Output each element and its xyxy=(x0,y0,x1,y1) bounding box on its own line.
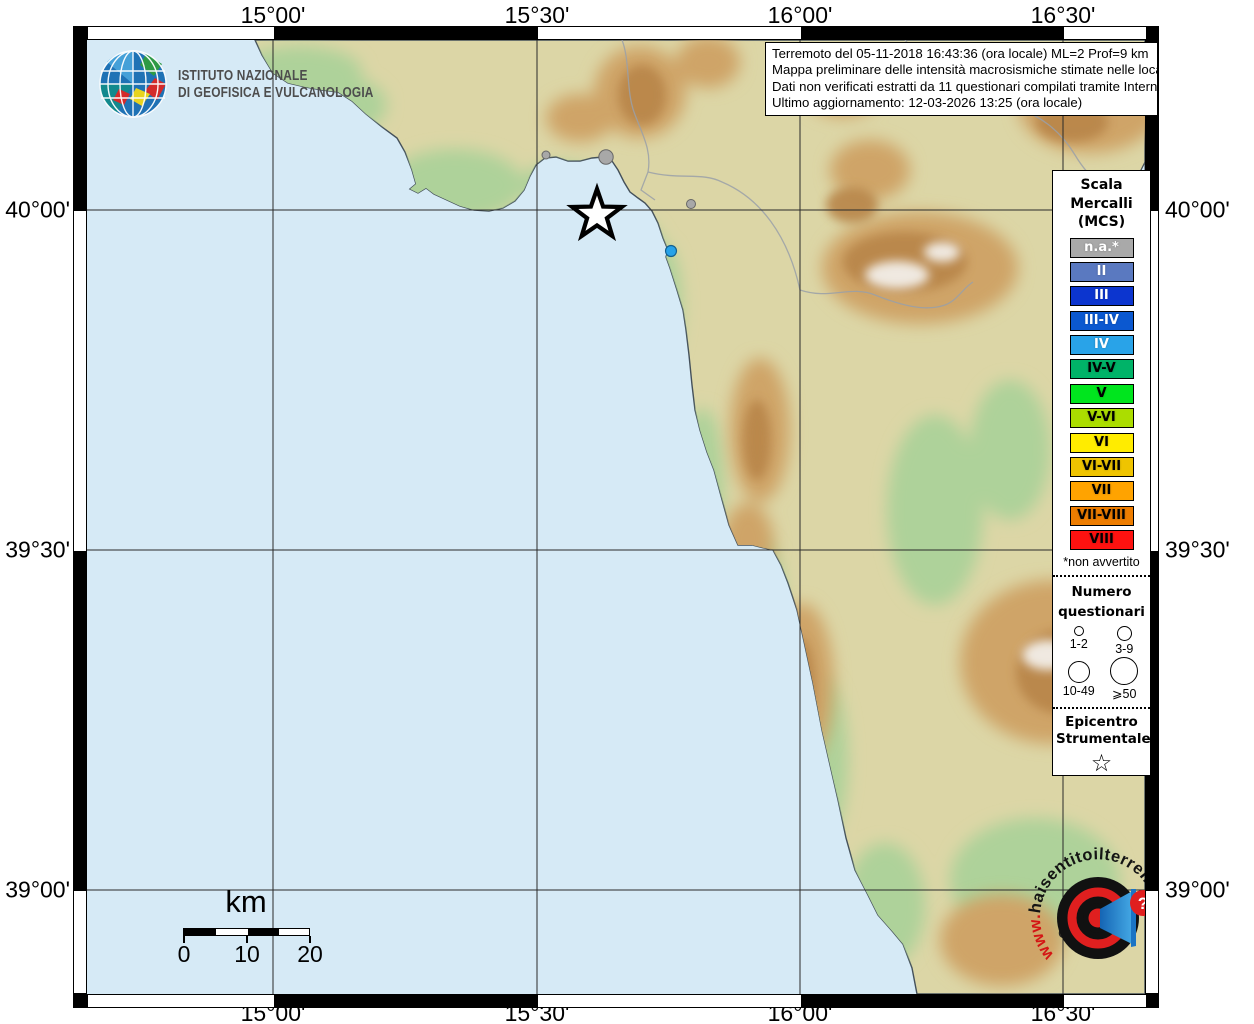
ingv-globe-icon xyxy=(99,50,167,118)
intensity-swatch: VI xyxy=(1069,432,1134,453)
scalebar-tick xyxy=(309,936,311,943)
scalebar-unit: km xyxy=(225,884,267,919)
locality-dot-intensity-iv xyxy=(664,244,678,258)
question-mark: ? xyxy=(1138,894,1145,913)
scalebar-number: 0 xyxy=(177,941,191,967)
size-circle-10-49 xyxy=(1067,660,1090,683)
question-badge-icon xyxy=(1130,890,1145,916)
intensity-swatch: V xyxy=(1069,383,1134,404)
locality-dot-na xyxy=(541,150,551,160)
info-line-data: Dati non verificati estratti da 11 quest… xyxy=(772,78,1158,94)
locality-dot-na xyxy=(686,199,696,209)
axis-label-lat: 40°00' xyxy=(5,196,70,223)
megaphone-icon xyxy=(1100,889,1136,946)
map-frame-bottom xyxy=(73,994,1159,1008)
axis-label-lat: 39°30' xyxy=(5,536,70,563)
size-circle-50plus xyxy=(1110,656,1139,685)
axis-label-lon: 16°00' xyxy=(767,2,833,28)
ingv-logo: ISTITUTO NAZIONALE DI GEOFISICA E VULCAN… xyxy=(99,45,429,121)
intensity-swatch: VII-VIII xyxy=(1069,505,1134,526)
terrain-map: Catanzaro ? www.ha xyxy=(87,40,1145,994)
locality-dot-na xyxy=(598,149,614,165)
epicenter-star xyxy=(566,182,628,242)
map-canvas: Catanzaro ? www.ha xyxy=(87,40,1145,994)
questionnaire-size-key: 1-2 3-9 10-49 ⩾50 xyxy=(1056,625,1147,701)
info-line-event: Terremoto del 05-11-2018 16:43:36 (ora l… xyxy=(772,46,1149,61)
axis-label-lon: 15°30' xyxy=(504,2,570,28)
legend-separator xyxy=(1053,706,1150,709)
axis-label-lat: 39°30' xyxy=(1165,536,1230,563)
locality-dots xyxy=(541,149,696,258)
intensity-swatch: VIII xyxy=(1069,530,1134,551)
intensity-swatch: II xyxy=(1069,261,1134,282)
legend-footnote: *non avvertito xyxy=(1063,554,1140,569)
mercalli-scale: n.a.* II III III-IV IV IV-V V V-VI VI VI… xyxy=(1056,237,1147,551)
axis-label-lat: 39°00' xyxy=(5,876,70,903)
info-line-map: Mappa preliminare delle intensità macros… xyxy=(772,62,1158,78)
intensity-swatch: VI-VII xyxy=(1069,457,1134,478)
map-frame-top xyxy=(73,26,1159,40)
map-frame-left xyxy=(73,40,87,994)
epicenter-star-icon: ☆ xyxy=(1090,748,1113,777)
scalebar xyxy=(183,928,310,936)
size-circle-3-9 xyxy=(1116,625,1132,641)
intensity-swatch: III xyxy=(1069,286,1134,307)
scalebar-number: 10 xyxy=(234,941,260,967)
earthquake-info-box: Terremoto del 05-11-2018 16:43:36 (ora l… xyxy=(765,42,1158,117)
axis-label-lon: 16°30' xyxy=(1030,2,1096,28)
intensity-swatch: III-IV xyxy=(1069,310,1134,331)
intensity-swatch: IV xyxy=(1069,335,1134,356)
scalebar-tick xyxy=(183,936,185,943)
axis-label-lat: 40°00' xyxy=(1165,196,1230,223)
legend-panel: Scala Mercalli (MCS) n.a.* II III III-IV… xyxy=(1052,170,1151,776)
size-circle-1-2 xyxy=(1073,625,1084,636)
legend-separator xyxy=(1053,574,1150,577)
axis-label-lat: 39°00' xyxy=(1165,876,1230,903)
legend-title: Scala Mercalli (MCS) xyxy=(1070,177,1133,230)
questionnaire-title: Numero questionari xyxy=(1058,583,1145,620)
scalebar-tick xyxy=(246,936,248,943)
scalebar-number: 20 xyxy=(297,941,323,967)
intensity-swatch: V-VI xyxy=(1069,408,1134,429)
info-line-updated: Ultimo aggiornamento: 12-03-2026 13:25 (… xyxy=(772,94,1083,110)
ingv-wordmark: ISTITUTO NAZIONALE DI GEOFISICA E VULCAN… xyxy=(178,68,374,101)
epicenter-key-title: Epicentro Strumentale xyxy=(1056,713,1151,747)
axis-label-lon: 15°00' xyxy=(240,2,306,28)
intensity-swatch: IV-V xyxy=(1069,359,1134,380)
intensity-swatch: VII xyxy=(1069,481,1134,502)
intensity-swatch: n.a.* xyxy=(1069,237,1134,258)
